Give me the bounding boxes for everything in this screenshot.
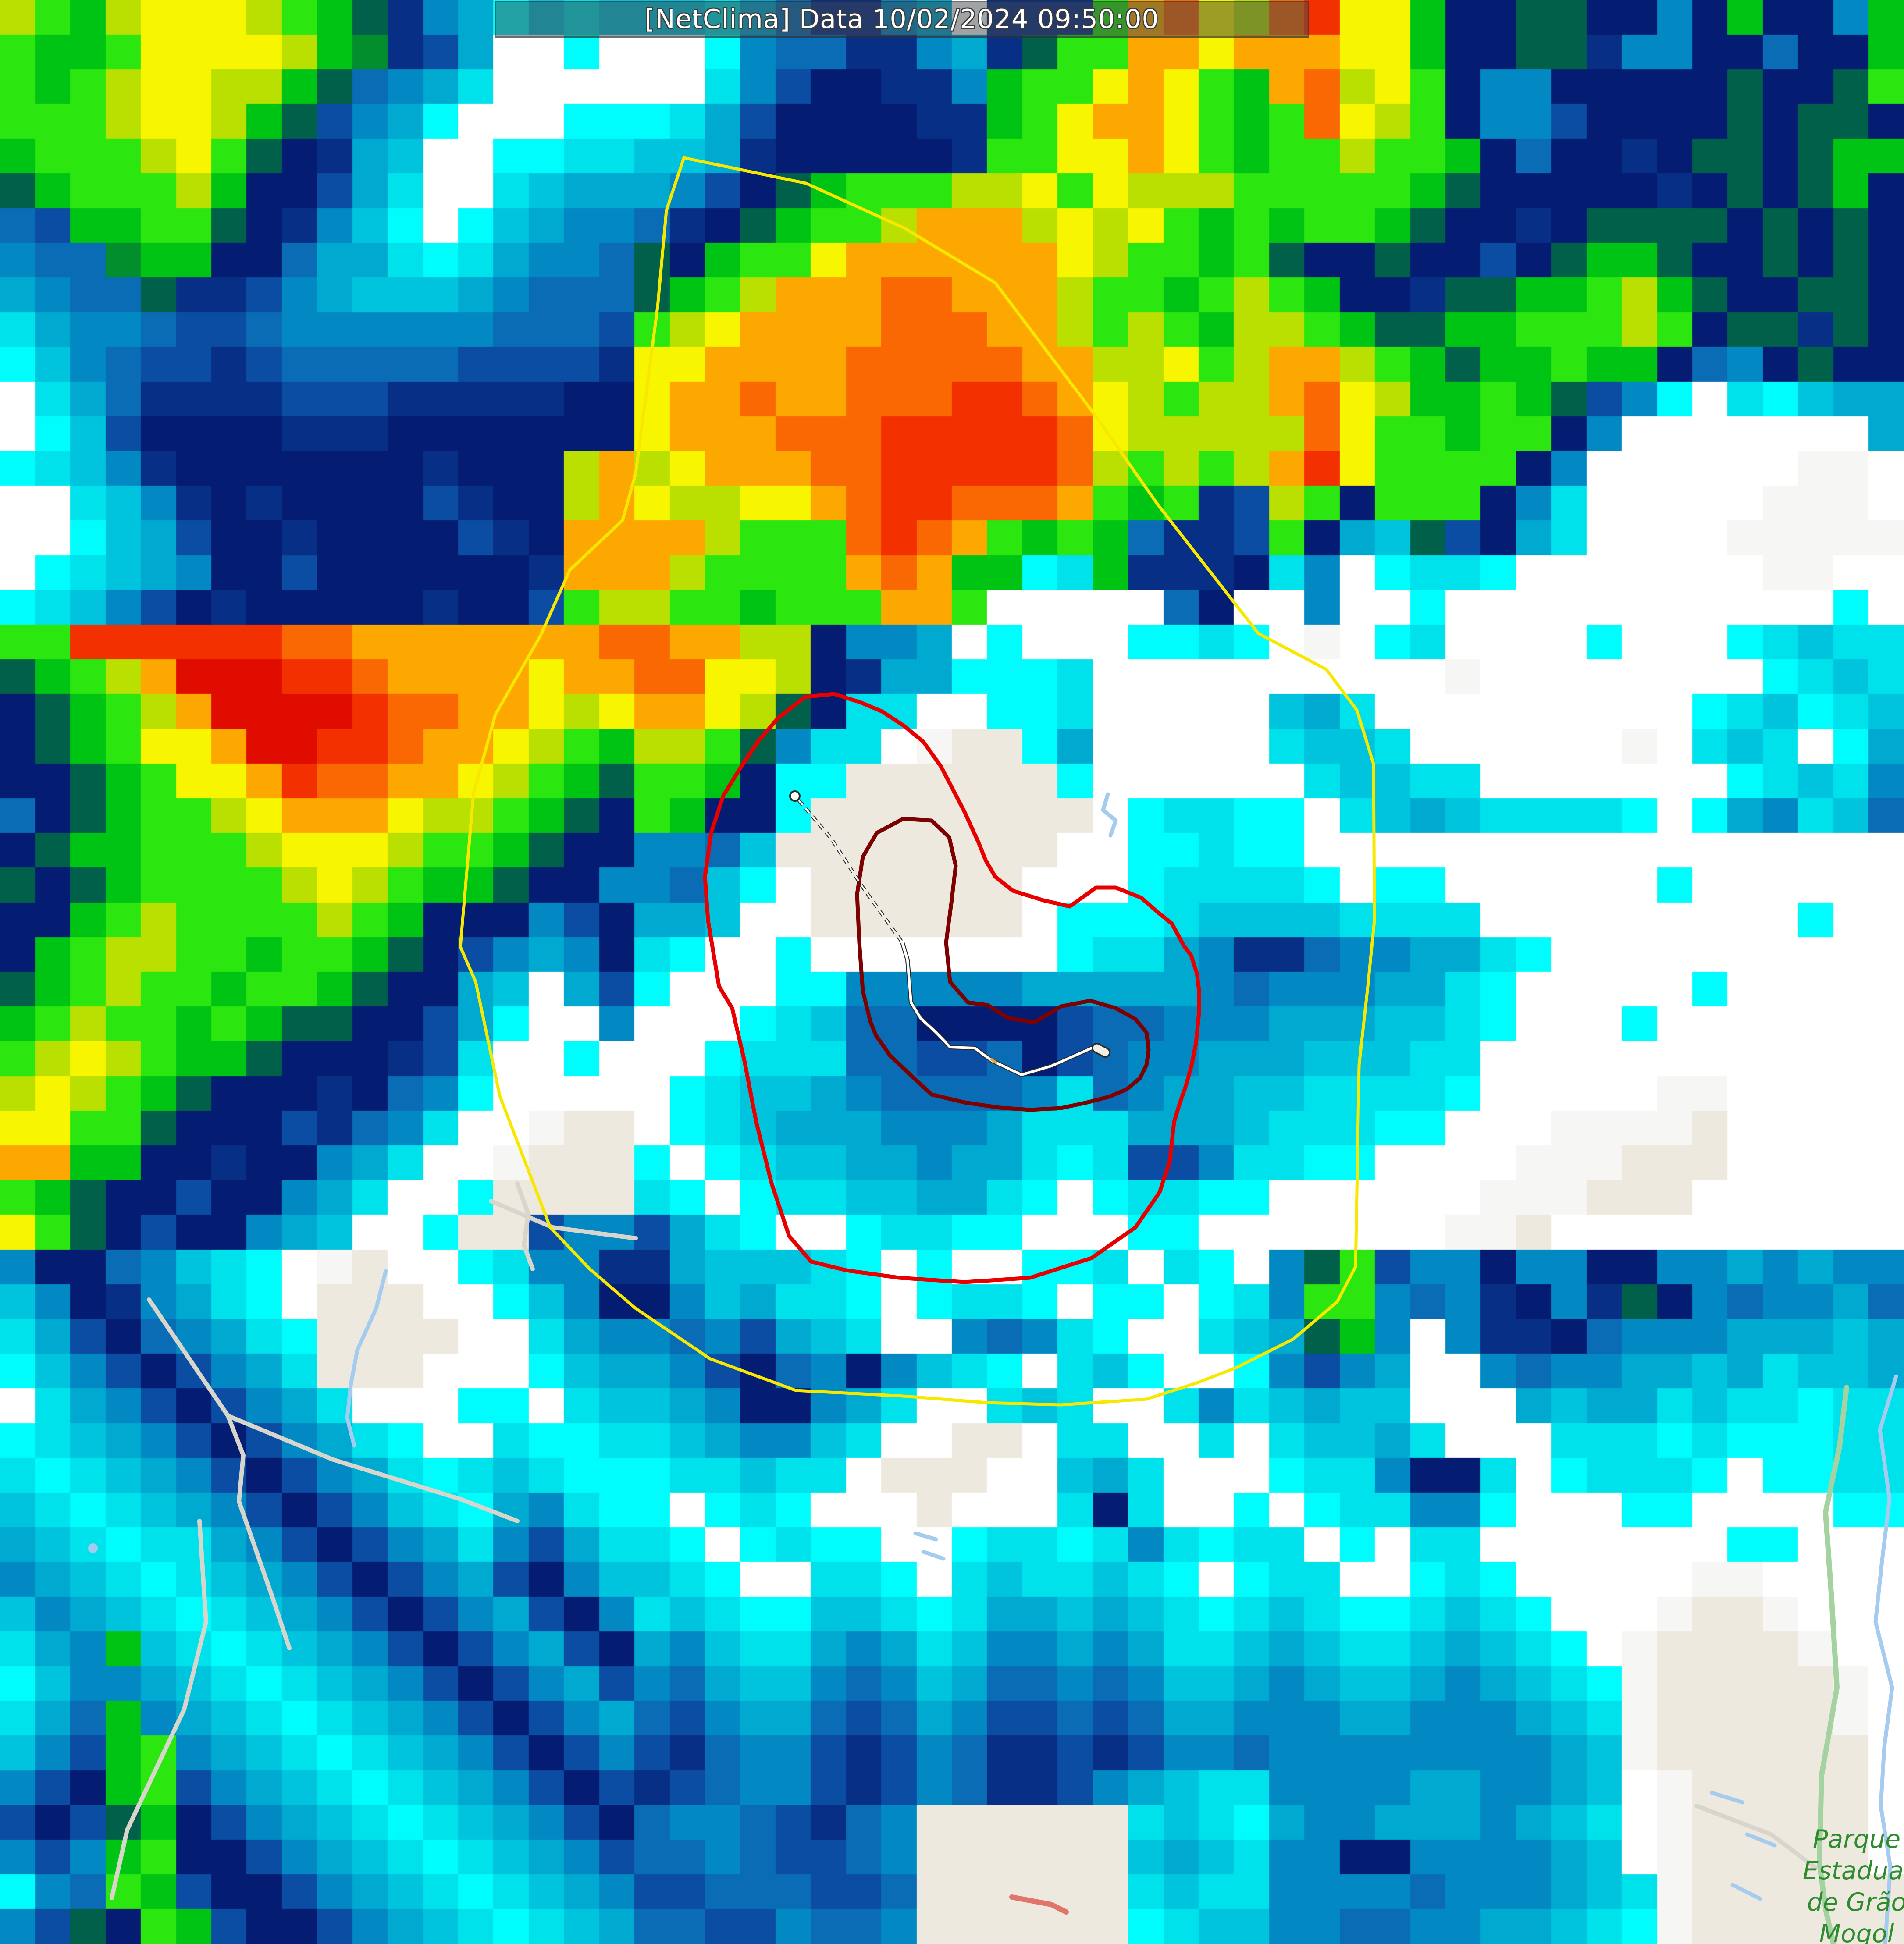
park-label-line: Estadual: [1802, 1856, 1904, 1885]
range-ring-line: [459, 156, 1376, 1407]
road-line: [515, 1181, 535, 1271]
base-map-features: [88, 792, 1898, 1944]
river-line: [921, 1550, 946, 1561]
river-line: [1710, 1791, 1745, 1805]
track-start-circle: [789, 790, 801, 802]
river-line: [1745, 1832, 1777, 1848]
timestamp-banner: [NetClima] Data 10/02/2024 09:50:00: [495, 1, 1309, 38]
road-line: [1694, 1804, 1817, 1869]
track-dashed-line: [798, 800, 903, 943]
park-label-line: Mogol: [1819, 1919, 1894, 1944]
storm-contour-outer-line: [703, 692, 1201, 1284]
storm-track: [789, 790, 1110, 1077]
river-line: [913, 1531, 938, 1542]
road-line: [226, 1414, 520, 1523]
river-line: [345, 1269, 388, 1448]
road-line: [147, 1297, 292, 1650]
timestamp-text: [NetClima] Data 10/02/2024 09:50:00: [644, 4, 1159, 35]
road-line: [489, 1199, 638, 1240]
park-label-line: Parque: [1812, 1825, 1901, 1854]
town-road-line: [1009, 1894, 1069, 1915]
storm-contour-outer: [703, 692, 1201, 1284]
river-line: [1101, 792, 1118, 838]
track-orange-tick: [990, 1058, 997, 1064]
storm-contour-inner: [855, 817, 1151, 1112]
track-casing: [900, 942, 1096, 1077]
river-line: [1730, 1883, 1762, 1901]
track-line: [901, 942, 1096, 1076]
track-end-marker: [1093, 1044, 1109, 1056]
pond: [88, 1543, 98, 1553]
park-boundary-line: [1817, 1385, 1849, 1944]
river-line: [1873, 1374, 1898, 1944]
range-ring: [459, 156, 1376, 1407]
road-line: [110, 1519, 208, 1900]
park-label-line: de Grão: [1807, 1888, 1904, 1917]
storm-contour-inner-line: [855, 817, 1151, 1112]
park-label: Parque Estadual de Grão Mogol: [1784, 1823, 1904, 1944]
